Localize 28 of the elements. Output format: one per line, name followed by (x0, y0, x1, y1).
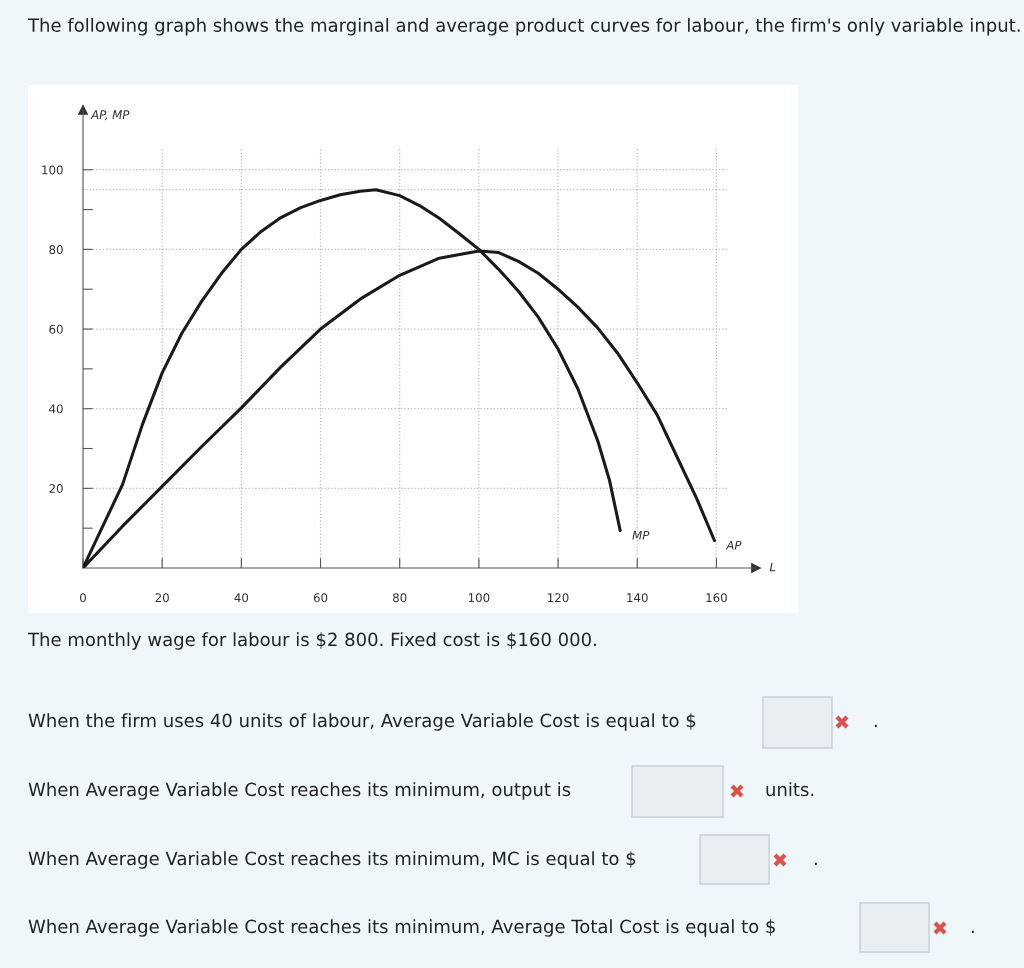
chart-title: The following graph shows the marginal and average product curves for labour, the firm's only variable input. (27, 18, 1020, 36)
text: When Average Variable Cost reaches its minimum, Average Total Cost is equal to $ (28, 919, 775, 937)
x-tick-label: 80 (393, 593, 407, 603)
text: . (971, 930, 974, 933)
y-axis-title: AP, MP (90, 110, 130, 121)
y-tick-label: 60 (49, 324, 63, 334)
x-tick-label: 60 (313, 593, 328, 603)
text: . (814, 862, 817, 865)
x-tick-label: 100 (468, 593, 490, 603)
text: The monthly wage for labour is $2 800. Fixed cost is $160 000. (27, 632, 596, 650)
y-tick-label: 40 (49, 404, 63, 414)
text: . (874, 724, 877, 727)
x-tick-label: 160 (706, 593, 727, 603)
y-tick-label: 100 (42, 165, 63, 175)
text: When the firm uses 40 units of labour, Average Variable Cost is equal to $ (28, 713, 696, 731)
text: When Average Variable Cost reaches its minimum, MC is equal to $ (28, 851, 636, 869)
text: When Average Variable Cost reaches its minimum, output is (28, 782, 571, 800)
x-axis-title: L (769, 562, 776, 572)
x-tick-label: 140 (627, 593, 648, 603)
y-tick-label: 80 (49, 245, 63, 255)
x-tick-label: 0 (80, 593, 86, 603)
x-tick-label: 40 (234, 593, 249, 603)
x-tick-label: 20 (155, 593, 169, 603)
x-tick-label: 120 (548, 593, 569, 603)
text: units. (766, 782, 814, 797)
y-tick-label: 20 (49, 484, 63, 493)
series-label: AP (725, 540, 742, 550)
series-label: MP (632, 530, 650, 540)
